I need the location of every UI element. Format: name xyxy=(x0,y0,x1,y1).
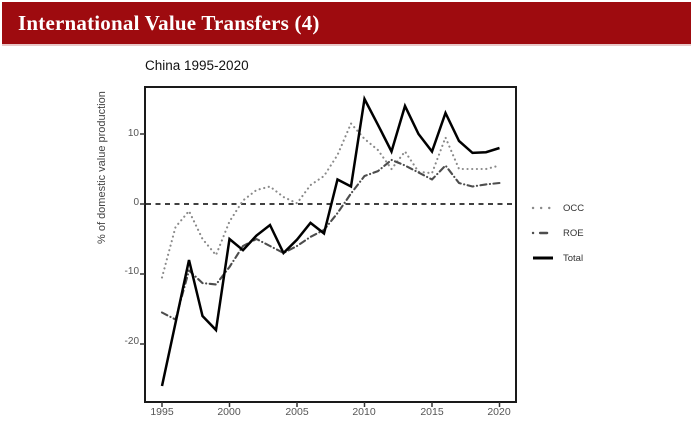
solid-line-icon xyxy=(533,256,553,260)
slide-title: International Value Transfers (4) xyxy=(18,10,320,35)
y-tick-label: 0 xyxy=(133,197,139,208)
slide-header-bar: International Value Transfers (4) xyxy=(2,2,691,46)
x-tick-label: 2015 xyxy=(420,406,444,418)
x-tick-label: 2005 xyxy=(285,406,309,418)
x-tick-label: 2020 xyxy=(487,406,511,418)
legend-label-occ: OCC xyxy=(563,202,585,214)
y-tick-label: -10 xyxy=(124,266,139,277)
x-tick-label: 2010 xyxy=(352,406,376,418)
y-tick-label: 10 xyxy=(127,128,139,139)
dash-dot-line-icon xyxy=(531,231,555,235)
dotted-line-icon xyxy=(531,206,555,210)
legend-item-occ: OCC xyxy=(531,199,641,217)
x-tick-label: 2000 xyxy=(217,406,241,418)
legend-label-roe: ROE xyxy=(563,227,584,239)
line-chart-plot-area xyxy=(140,86,517,407)
legend-item-total: Total xyxy=(531,249,641,267)
legend-item-roe: ROE xyxy=(531,224,641,242)
chart-title: China 1995-2020 xyxy=(145,58,249,73)
y-tick-label: -20 xyxy=(124,336,139,347)
x-tick-label: 1995 xyxy=(150,406,174,418)
chart-legend: OCC ROE Total xyxy=(531,199,641,274)
legend-label-total: Total xyxy=(563,252,584,264)
